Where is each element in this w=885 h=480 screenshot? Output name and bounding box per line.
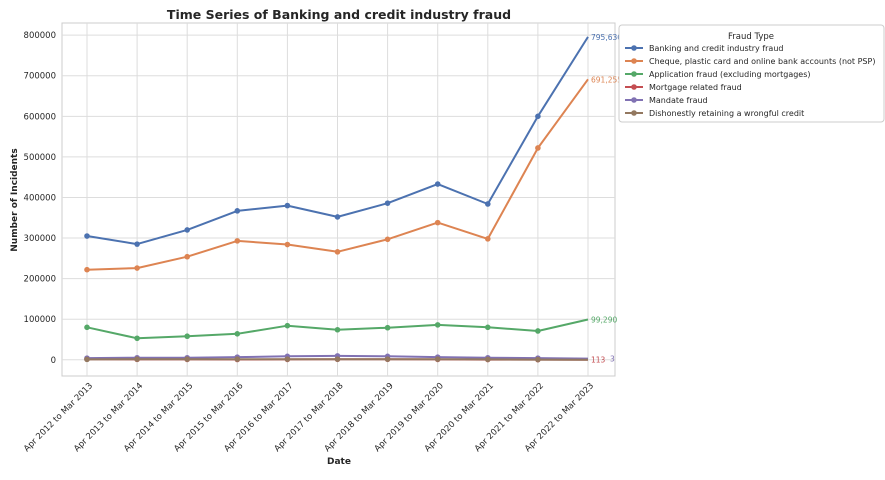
legend-label: Cheque, plastic card and online bank acc… bbox=[649, 57, 875, 66]
chart-title: Time Series of Banking and credit indust… bbox=[167, 7, 511, 22]
y-axis-label: Number of Incidents bbox=[10, 148, 20, 251]
data-point-dishonestly-retaining-a-wrongful-credit bbox=[84, 356, 90, 363]
data-point-dishonestly-retaining-a-wrongful-credit bbox=[485, 356, 491, 363]
data-point-banking-and-credit-industry-fraud bbox=[234, 208, 241, 214]
y-tick-label: 300000 bbox=[24, 234, 56, 244]
data-point-cheque-plastic-card-and-online-bank-accounts-not-psp bbox=[535, 145, 541, 151]
data-point-banking-and-credit-industry-fraud bbox=[535, 113, 541, 120]
legend-label: Banking and credit industry fraud bbox=[649, 44, 783, 53]
data-point-banking-and-credit-industry-fraud bbox=[84, 233, 90, 239]
y-axis-ticks: 0 100000 200000 300000 400000 500000 600000 700… bbox=[24, 31, 56, 366]
data-point-dishonestly-retaining-a-wrongful-credit bbox=[434, 356, 441, 362]
data-point-dishonestly-retaining-a-wrongful-credit bbox=[234, 356, 241, 362]
data-point-cheque-plastic-card-and-online-bank-accounts-not-psp bbox=[434, 219, 441, 226]
plot-area bbox=[61, 22, 616, 377]
end-value-label: 691,255 bbox=[591, 75, 622, 84]
data-point-application-fraud-excluding-mortgages bbox=[485, 324, 491, 331]
data-point-dishonestly-retaining-a-wrongful-credit bbox=[184, 356, 190, 362]
legend-label: Mortgage related fraud bbox=[649, 83, 742, 92]
y-tick-label: 400000 bbox=[24, 193, 56, 203]
legend-marker bbox=[631, 97, 637, 103]
data-point-banking-and-credit-industry-fraud bbox=[134, 241, 140, 247]
legend-label: Dishonestly retaining a wrongful credit bbox=[649, 109, 804, 118]
y-tick-label: 600000 bbox=[24, 112, 56, 122]
data-point-dishonestly-retaining-a-wrongful-credit bbox=[535, 356, 541, 363]
data-point-dishonestly-retaining-a-wrongful-credit bbox=[384, 356, 391, 362]
legend-items: Banking and credit industry fraud Cheque,… bbox=[625, 44, 875, 118]
data-point-cheque-plastic-card-and-online-bank-accounts-not-psp bbox=[334, 249, 341, 255]
data-point-cheque-plastic-card-and-online-bank-accounts-not-psp bbox=[184, 253, 190, 260]
data-point-banking-and-credit-industry-fraud bbox=[434, 181, 441, 187]
data-point-application-fraud-excluding-mortgages bbox=[434, 322, 441, 328]
data-point-cheque-plastic-card-and-online-bank-accounts-not-psp bbox=[84, 266, 90, 273]
legend-label: Application fraud (excluding mortgages) bbox=[649, 70, 811, 79]
data-point-application-fraud-excluding-mortgages bbox=[384, 324, 391, 331]
end-labels: 795,630 691,255 99,290 113 3 bbox=[591, 33, 622, 365]
y-tick-label: 500000 bbox=[24, 153, 56, 163]
data-point-cheque-plastic-card-and-online-bank-accounts-not-psp bbox=[284, 241, 291, 248]
legend-frame bbox=[618, 24, 885, 123]
grid-lines bbox=[62, 23, 615, 376]
data-point-dishonestly-retaining-a-wrongful-credit bbox=[334, 356, 341, 362]
data-point-cheque-plastic-card-and-online-bank-accounts-not-psp bbox=[234, 238, 241, 244]
data-point-application-fraud-excluding-mortgages bbox=[184, 333, 190, 340]
end-value-label: 795,630 bbox=[591, 33, 622, 42]
data-point-cheque-plastic-card-and-online-bank-accounts-not-psp bbox=[384, 236, 391, 243]
end-value-label: 3 bbox=[610, 355, 615, 364]
data-point-cheque-plastic-card-and-online-bank-accounts-not-psp bbox=[134, 265, 140, 271]
data-point-dishonestly-retaining-a-wrongful-credit bbox=[284, 356, 291, 362]
data-point-application-fraud-excluding-mortgages bbox=[234, 331, 241, 337]
data-point-application-fraud-excluding-mortgages bbox=[535, 328, 541, 334]
legend-title: Fraud Type bbox=[728, 32, 774, 42]
data-point-cheque-plastic-card-and-online-bank-accounts-not-psp bbox=[485, 236, 491, 242]
y-tick-label: 700000 bbox=[24, 72, 56, 82]
data-point-application-fraud-excluding-mortgages bbox=[134, 335, 140, 342]
y-tick-label: 0 bbox=[51, 356, 56, 366]
x-axis-label: Date bbox=[327, 457, 351, 467]
legend-label: Mandate fraud bbox=[649, 96, 708, 105]
data-point-banking-and-credit-industry-fraud bbox=[485, 201, 491, 207]
legend-marker bbox=[631, 58, 637, 64]
legend-marker bbox=[631, 110, 637, 116]
data-point-application-fraud-excluding-mortgages bbox=[284, 322, 291, 329]
end-value-label: 99,290 bbox=[591, 315, 617, 324]
y-tick-label: 100000 bbox=[24, 315, 56, 325]
data-point-banking-and-credit-industry-fraud bbox=[384, 200, 391, 206]
data-point-dishonestly-retaining-a-wrongful-credit bbox=[134, 356, 140, 362]
legend: Fraud Type Banking and credit industry f… bbox=[618, 24, 885, 123]
data-point-banking-and-credit-industry-fraud bbox=[284, 202, 291, 209]
data-point-banking-and-credit-industry-fraud bbox=[334, 214, 341, 220]
legend-marker bbox=[631, 84, 637, 90]
data-point-banking-and-credit-industry-fraud bbox=[184, 227, 190, 233]
y-tick-label: 200000 bbox=[24, 275, 56, 285]
legend-marker bbox=[631, 71, 637, 77]
legend-marker bbox=[631, 45, 637, 51]
data-point-application-fraud-excluding-mortgages bbox=[334, 326, 341, 333]
end-value-label: 113 bbox=[591, 356, 606, 365]
data-point-application-fraud-excluding-mortgages bbox=[84, 324, 90, 331]
y-tick-label: 800000 bbox=[24, 31, 56, 41]
series-lines bbox=[84, 36, 589, 363]
